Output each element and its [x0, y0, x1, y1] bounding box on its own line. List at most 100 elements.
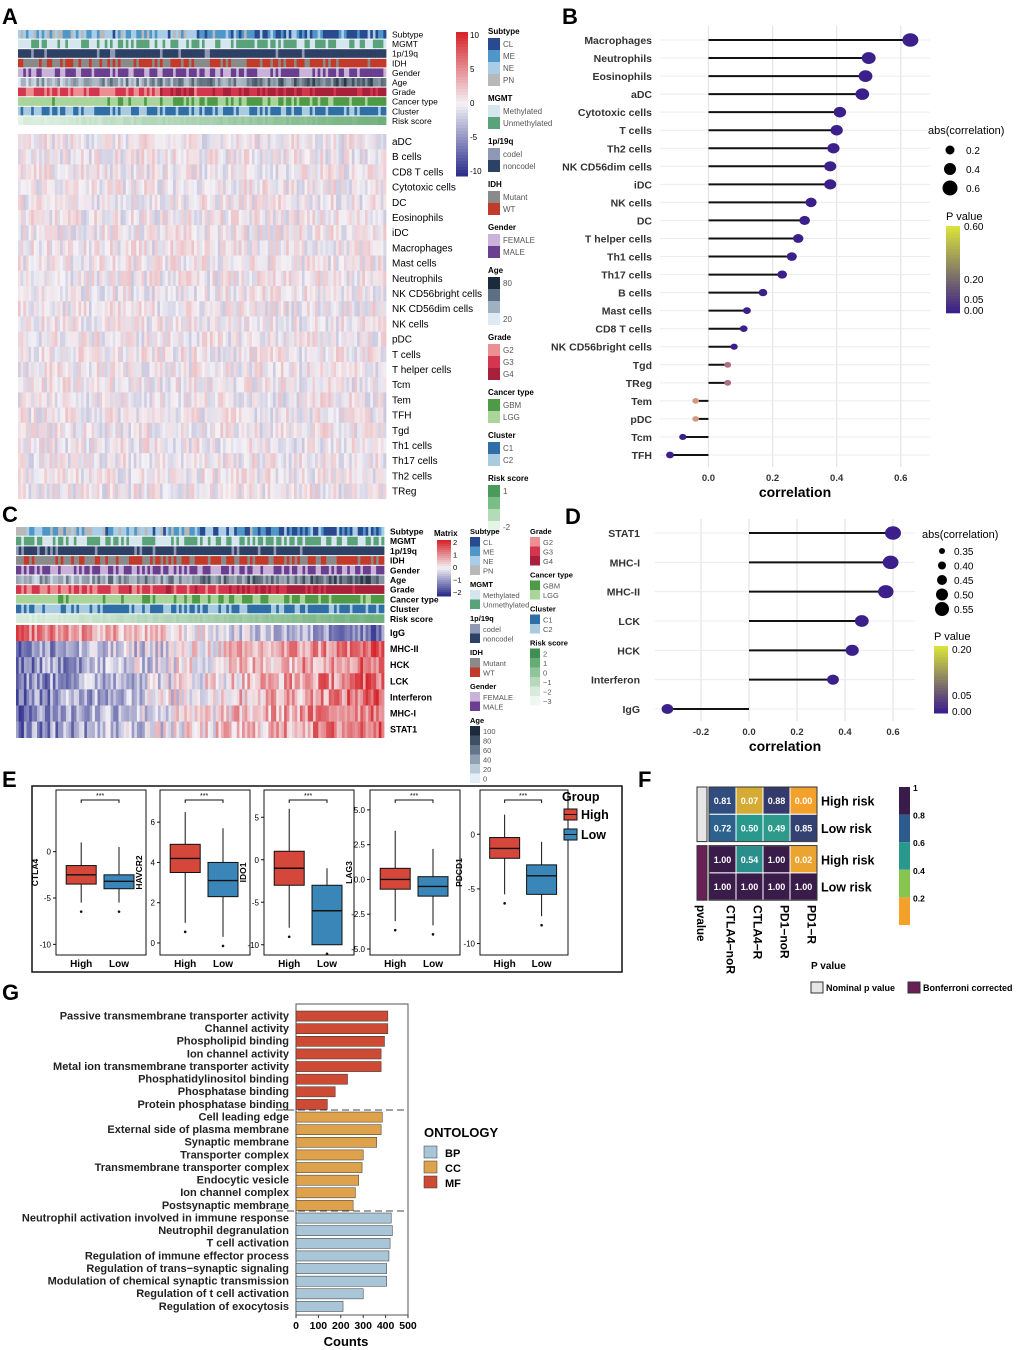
heatmap-cell — [178, 392, 182, 408]
annotation-cell — [364, 87, 368, 97]
heatmap-cell — [249, 422, 253, 439]
heatmap-cell — [259, 392, 263, 408]
heatmap-cell — [33, 301, 37, 317]
annotation-cell — [83, 49, 87, 58]
annotation-cell — [104, 49, 108, 58]
heatmap-cell — [278, 422, 282, 439]
heatmap-cell — [57, 225, 61, 241]
heatmap-cell — [175, 301, 179, 317]
heatmap-cell — [215, 194, 219, 211]
heatmap-cell — [367, 316, 371, 332]
heatmap-cell — [41, 301, 45, 317]
heatmap-cell — [173, 331, 177, 348]
heatmap-cell — [49, 149, 53, 165]
heatmap-cell — [204, 134, 208, 150]
heatmap-cell — [322, 134, 326, 150]
annotation-cell — [146, 39, 150, 49]
heatmap-cell — [217, 392, 221, 408]
heatmap-cell — [354, 422, 358, 439]
heatmap-cell — [60, 301, 64, 317]
annotation-cell — [362, 39, 366, 49]
heatmap-cell — [65, 286, 69, 302]
annotation-cell — [357, 87, 361, 97]
heatmap-cell — [33, 362, 37, 378]
annotation-cell — [52, 49, 56, 58]
heatmap-cell — [144, 179, 148, 196]
heatmap-cell — [128, 210, 132, 226]
heatmap-cell — [62, 270, 66, 287]
heatmap-cell — [31, 362, 35, 378]
annotation-cell — [238, 87, 242, 97]
annotation-cell — [270, 87, 274, 97]
heatmap-cell — [191, 301, 195, 317]
annotation-cell — [120, 106, 124, 116]
heatmap-cell — [107, 331, 111, 348]
heatmap-cell — [296, 468, 300, 484]
annotation-cell — [380, 97, 384, 106]
heatmap-cell — [209, 134, 213, 150]
heatmap-cell — [220, 255, 224, 272]
heatmap-cell — [44, 194, 48, 211]
heatmap-cell — [194, 194, 198, 211]
annotation-cell — [138, 68, 142, 77]
annotation-cell — [286, 87, 290, 97]
annotation-cell — [270, 49, 274, 58]
heatmap-cell — [207, 255, 211, 272]
heatmap-cell — [288, 194, 292, 211]
annotation-cell — [204, 78, 208, 87]
heatmap-cell — [49, 346, 53, 363]
heatmap-cell — [36, 331, 40, 348]
annotation-cell — [372, 58, 376, 68]
heatmap-cell — [162, 240, 166, 256]
annotation-cell — [246, 87, 250, 97]
heatmap-cell — [159, 468, 163, 484]
heatmap-cell — [301, 438, 305, 454]
heatmap-cell — [136, 362, 140, 378]
annotation-cell — [183, 49, 187, 58]
heatmap-cell — [380, 286, 384, 302]
heatmap-cell — [54, 301, 58, 317]
heatmap-cell — [301, 483, 305, 500]
heatmap-cell — [96, 483, 100, 500]
heatmap-cell — [186, 270, 190, 287]
heatmap-cell — [62, 210, 66, 226]
heatmap-cell — [233, 134, 237, 150]
heatmap-cell — [75, 225, 79, 241]
heatmap-cell — [152, 453, 156, 469]
heatmap-cell — [299, 255, 303, 272]
heatmap-cell — [18, 422, 22, 439]
heatmap-cell — [322, 483, 326, 500]
annotation-cell — [325, 87, 329, 97]
heatmap-cell — [117, 179, 121, 196]
heatmap-cell — [91, 438, 95, 454]
heatmap-cell — [25, 331, 29, 348]
heatmap-cell — [249, 179, 253, 196]
annotation-cell — [191, 97, 195, 106]
heatmap-cell — [299, 453, 303, 469]
annotation-cell — [357, 68, 361, 77]
heatmap-cell — [73, 331, 77, 348]
heatmap-cell — [149, 255, 153, 272]
heatmap-cell — [296, 346, 300, 363]
heatmap-cell — [317, 422, 321, 439]
heatmap-cell — [128, 316, 132, 332]
heatmap-cell — [44, 210, 48, 226]
heatmap-cell — [236, 286, 240, 302]
annotation-cell — [251, 78, 255, 87]
annotation-cell — [280, 49, 284, 58]
annotation-cell — [220, 30, 224, 39]
heatmap-cell — [41, 210, 45, 226]
annotation-cell — [141, 87, 145, 97]
row-label: pDC — [392, 335, 412, 346]
legend-item: FEMALE — [503, 236, 535, 245]
heatmap-cell — [31, 134, 35, 150]
heatmap-cell — [41, 468, 45, 484]
heatmap-cell — [41, 422, 45, 439]
heatmap-cell — [54, 240, 58, 256]
heatmap-cell — [346, 149, 350, 165]
heatmap-cell — [75, 377, 79, 393]
heatmap-cell — [96, 407, 100, 424]
annotation-cell — [367, 78, 371, 87]
heatmap-cell — [359, 377, 363, 393]
annotation-cell — [125, 58, 129, 68]
